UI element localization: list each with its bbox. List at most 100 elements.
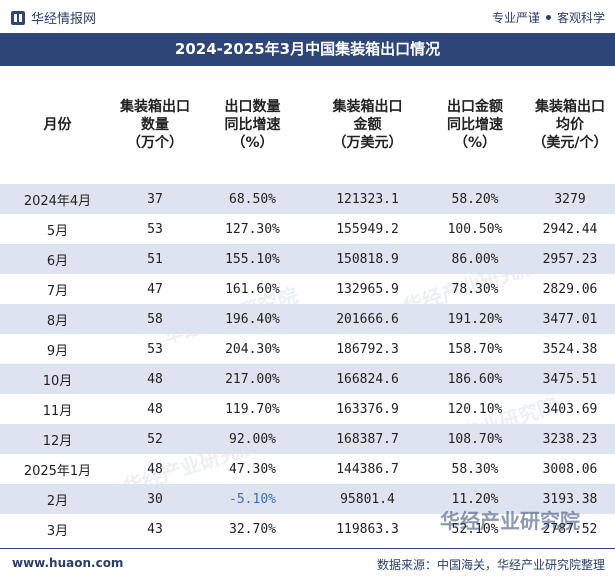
- cell-price: 3238.23: [542, 431, 598, 447]
- cell-quantity-yoy: 196.40%: [225, 311, 280, 327]
- table-row: 9月 53 204.30% 186792.3 158.70% 3524.38: [0, 334, 615, 364]
- column-header-line: （万个）: [127, 135, 183, 151]
- table-row: 11月 48 119.70% 163376.9 120.10% 3403.69: [0, 394, 615, 424]
- cell-amount: 201666.6: [336, 311, 399, 327]
- cell-price: 2787.52: [542, 521, 598, 537]
- cell-quantity: 48: [147, 461, 163, 477]
- cell-quantity: 53: [147, 341, 163, 357]
- cell-amount: 186792.3: [336, 341, 399, 357]
- cell-month: 6月: [46, 253, 69, 269]
- cell-quantity: 48: [147, 401, 163, 417]
- cell-month: 11月: [42, 403, 73, 419]
- column-header-line: 集装箱出口: [535, 99, 605, 115]
- cell-month: 12月: [42, 433, 73, 449]
- cell-price: 3475.51: [542, 371, 598, 387]
- cell-amount: 155949.2: [336, 221, 399, 237]
- column-header-line: 集装箱出口: [120, 99, 190, 115]
- cell-quantity-yoy: 217.00%: [225, 371, 280, 387]
- cell-amount-yoy: 52.10%: [451, 521, 499, 537]
- cell-month: 3月: [46, 523, 69, 539]
- cell-price: 3008.06: [542, 461, 598, 477]
- table-row: 3月 43 32.70% 119863.3 52.10% 2787.52: [0, 514, 615, 544]
- cell-price: 3524.38: [542, 341, 598, 357]
- cell-quantity: 52: [147, 431, 163, 447]
- cell-amount-yoy: 186.60%: [447, 371, 503, 387]
- top-bar: 华经情报网 专业严谨 客观科学: [0, 0, 615, 33]
- column-header-line: 同比增速: [224, 117, 281, 133]
- cell-quantity-yoy: 92.00%: [229, 431, 276, 447]
- cell-amount-yoy: 58.20%: [451, 191, 499, 207]
- cell-quantity-yoy: 155.10%: [225, 251, 280, 267]
- cell-quantity: 47: [147, 281, 163, 297]
- cell-amount-yoy: 11.20%: [451, 491, 499, 507]
- table-row: 10月 48 217.00% 166824.6 186.60% 3475.51: [0, 364, 615, 394]
- cell-amount-yoy: 158.70%: [447, 341, 503, 357]
- cell-amount: 166824.6: [336, 371, 399, 387]
- cell-price: 2942.44: [542, 221, 598, 237]
- column-header-line: 金额: [353, 117, 382, 133]
- column-header-quantity-yoy: 出口数量 同比增速 （%）: [195, 98, 310, 152]
- cell-quantity: 37: [147, 191, 163, 207]
- cell-month: 2月: [46, 493, 69, 509]
- cell-price: 3193.38: [542, 491, 598, 507]
- cell-month: 2025年1月: [23, 463, 92, 479]
- cell-quantity: 43: [147, 521, 163, 537]
- cell-amount: 150818.9: [336, 251, 399, 267]
- data-table: 月份 集装箱出口 数量 （万个） 出口数量 同比增速 （%） 集装箱出口 金额 …: [0, 66, 615, 544]
- column-header-line: 数量: [141, 117, 169, 133]
- column-header-line: 月份: [43, 117, 72, 133]
- cell-amount: 121323.1: [336, 191, 399, 207]
- cell-quantity-yoy: 32.70%: [229, 521, 276, 537]
- site-url-link[interactable]: www.huaon.com: [12, 556, 124, 570]
- cell-month: 9月: [46, 343, 69, 359]
- column-header-line: 均价: [556, 117, 584, 133]
- cell-amount: 119863.3: [336, 521, 399, 537]
- table-title: 2024-2025年3月中国集装箱出口情况: [0, 33, 615, 66]
- column-header-line: 出口金额: [447, 99, 503, 115]
- cell-quantity: 58: [147, 311, 163, 327]
- cell-quantity: 48: [147, 371, 163, 387]
- cell-quantity-yoy: 204.30%: [225, 341, 280, 357]
- cell-month: 8月: [46, 313, 69, 329]
- table-row: 5月 53 127.30% 155949.2 100.50% 2942.44: [0, 214, 615, 244]
- cell-month: 7月: [46, 283, 69, 299]
- table-row: 2024年4月 37 68.50% 121323.1 58.20% 3279: [0, 184, 615, 214]
- cell-amount: 168387.7: [336, 431, 399, 447]
- cell-month: 5月: [46, 223, 69, 239]
- cell-price: 3279: [554, 191, 586, 207]
- cell-amount-yoy: 120.10%: [447, 401, 503, 417]
- table-row: 7月 47 161.60% 132965.9 78.30% 2829.06: [0, 274, 615, 304]
- logo-text: 华经情报网: [31, 12, 97, 27]
- slogan-left: 专业严谨: [491, 11, 540, 25]
- cell-amount-yoy: 108.70%: [447, 431, 503, 447]
- logo[interactable]: 华经情报网: [10, 8, 96, 27]
- cell-amount: 132965.9: [336, 281, 399, 297]
- cell-quantity: 30: [147, 491, 163, 507]
- cell-amount: 95801.4: [340, 491, 395, 507]
- watermark-brand: 华经产业研究院: [440, 509, 580, 533]
- cell-amount: 144386.7: [336, 461, 399, 477]
- cell-amount: 163376.9: [336, 401, 399, 417]
- column-header-line: 同比增速: [447, 117, 503, 133]
- column-header-line: 集装箱出口: [332, 99, 403, 115]
- table-row: 12月 52 92.00% 168387.7 108.70% 3238.23: [0, 424, 615, 454]
- cell-amount-yoy: 191.20%: [447, 311, 503, 327]
- cell-quantity-yoy: 119.70%: [225, 401, 280, 417]
- cell-month: 2024年4月: [23, 193, 92, 209]
- slogan: 专业严谨 客观科学: [492, 9, 605, 26]
- column-header-line: （%）: [231, 135, 274, 151]
- column-header-line: （美元/个）: [532, 135, 608, 151]
- logo-icon: [11, 10, 25, 25]
- cell-quantity-yoy: 47.30%: [229, 461, 276, 477]
- data-source: 数据来源：中国海关，华经产业研究院整理: [376, 558, 605, 572]
- slogan-right: 客观科学: [556, 11, 605, 25]
- cell-month: 10月: [42, 373, 73, 389]
- cell-quantity-yoy: 68.50%: [229, 191, 276, 207]
- table-row: 2月 30 -5.10% 95801.4 11.20% 3193.38: [0, 484, 615, 514]
- column-header-amount-yoy: 出口金额 同比增速 （%）: [425, 98, 525, 152]
- column-header-amount: 集装箱出口 金额 （万美元）: [310, 98, 425, 152]
- column-header-price: 集装箱出口 均价 （美元/个）: [525, 98, 615, 152]
- cell-amount-yoy: 78.30%: [451, 281, 499, 297]
- cell-price: 2957.23: [542, 251, 598, 267]
- cell-quantity: 51: [147, 251, 163, 267]
